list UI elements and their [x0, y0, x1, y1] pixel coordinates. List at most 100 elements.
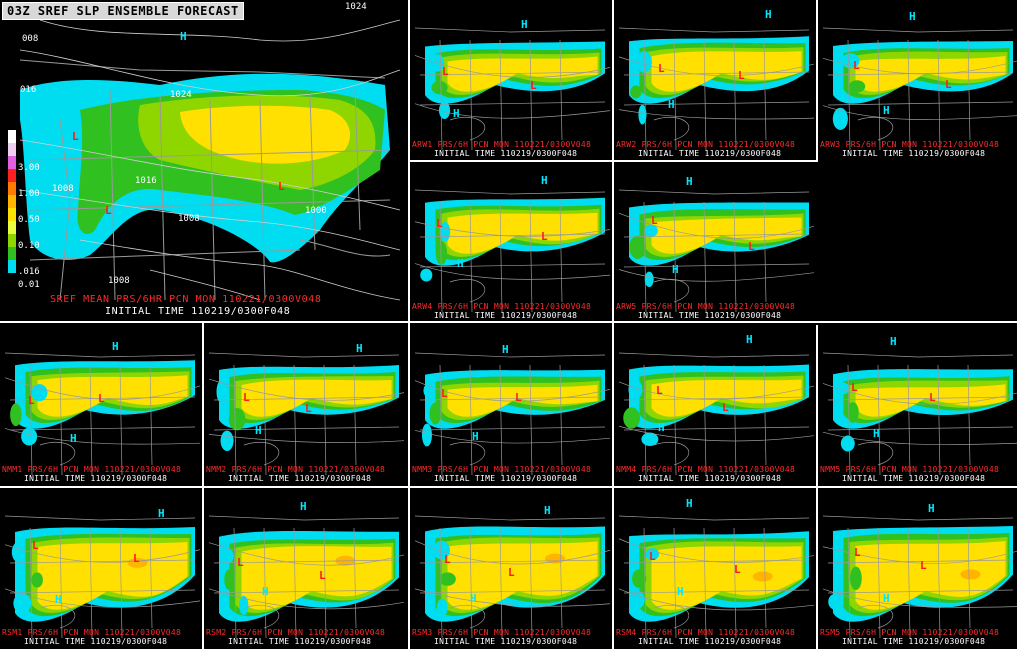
- panel-label-secondary: INITIAL TIME 110219/0300F048: [24, 474, 168, 483]
- low-pressure-marker: L: [319, 569, 326, 582]
- low-pressure-marker: L: [508, 566, 515, 579]
- map-lines: [414, 189, 611, 313]
- legend-swatch: [8, 208, 16, 221]
- legend-label: 0.01: [18, 280, 40, 290]
- precip-legend: 3.00 1.00 0.50 0.10 .016 0.01: [8, 130, 48, 295]
- panel-label-secondary: INITIAL TIME 110219/0300F048: [638, 474, 782, 483]
- high-pressure-marker: H: [677, 585, 684, 598]
- panel-label-primary: NMM3 PRS/6H PCN MON 110221/0300V048: [412, 465, 592, 474]
- member-panel-rsm1: H H L L RSM1 PRS/6H PCN MON 110221/0300V048 I…: [0, 488, 203, 648]
- precip-coastal: [224, 569, 234, 590]
- member-map: [822, 515, 1017, 639]
- high-pressure-marker: H: [541, 174, 548, 187]
- member-panel-nmm3: H H L L NMM3 PRS/6H PCN MON 110221/0300V048 I…: [410, 325, 613, 485]
- precip-coastal: [850, 566, 862, 591]
- map-lines: [414, 515, 611, 639]
- high-pressure-marker: H: [544, 504, 551, 517]
- map-lines: [4, 352, 201, 476]
- precip-orange: [752, 571, 773, 582]
- high-pressure-marker: H: [180, 30, 187, 43]
- member-map: [414, 27, 611, 151]
- high-pressure-marker: H: [672, 263, 679, 276]
- low-pressure-marker: L: [748, 240, 755, 253]
- member-map: [208, 515, 405, 639]
- panel-divider: [408, 0, 410, 649]
- map-lines: [618, 352, 815, 476]
- low-pressure-marker: L: [278, 180, 285, 193]
- map-lines: [414, 352, 611, 476]
- panel-label-secondary: INITIAL TIME 110219/0300F048: [842, 637, 986, 646]
- panel-label-secondary: INITIAL TIME 110219/0300F048: [228, 474, 372, 483]
- panel-divider: [612, 0, 614, 649]
- low-pressure-marker: L: [133, 552, 140, 565]
- panel-label-secondary: INITIAL TIME 110219/0300F048: [842, 149, 986, 158]
- precip-coastal: [431, 80, 448, 95]
- high-pressure-marker: H: [112, 340, 119, 353]
- precip-yellow: [37, 375, 188, 417]
- precip-yellow: [651, 51, 802, 92]
- member-map: [618, 27, 815, 151]
- low-pressure-marker: L: [851, 381, 858, 394]
- legend-label: 0.10: [18, 241, 40, 251]
- legend-swatch: [8, 234, 16, 247]
- panel-label-primary: NMM5 PRS/6H PCN MON 110221/0300V048: [820, 465, 1000, 474]
- panel-label-secondary: INITIAL TIME 110219/0300F048: [434, 149, 578, 158]
- precip-coastal: [435, 240, 448, 265]
- precip-coastal: [421, 423, 432, 447]
- low-pressure-marker: L: [32, 539, 39, 552]
- low-pressure-marker: L: [920, 559, 927, 572]
- high-pressure-marker: H: [457, 257, 464, 270]
- precip-yellow: [855, 541, 1006, 610]
- high-pressure-marker: H: [890, 335, 897, 348]
- high-pressure-marker: H: [746, 333, 753, 346]
- precip-coastal: [429, 402, 442, 425]
- panel-label-primary: RSM2 PRS/6H PCN MON 110221/0300V048: [206, 628, 386, 637]
- low-pressure-marker: L: [853, 59, 860, 72]
- legend-swatch: [8, 247, 16, 260]
- map-lines: [414, 27, 611, 151]
- high-pressure-marker: H: [470, 592, 477, 605]
- map-lines: [618, 515, 815, 639]
- panel-divider: [410, 160, 817, 162]
- precip-coastal: [644, 271, 654, 287]
- map-lines: [4, 515, 201, 639]
- high-pressure-marker: H: [453, 107, 460, 120]
- precip-coastal: [632, 591, 645, 609]
- low-pressure-marker: L: [722, 401, 729, 414]
- low-pressure-marker: L: [305, 402, 312, 415]
- high-pressure-marker: H: [883, 592, 890, 605]
- panel-label-primary: RSM1 PRS/6H PCN MON 110221/0300V048: [2, 628, 182, 637]
- member-map: [4, 515, 201, 639]
- high-pressure-marker: H: [158, 507, 165, 520]
- low-pressure-marker: L: [441, 387, 448, 400]
- member-panel-arw5: H H L L ARW5 PRS/6H PCN MON 110221/0300V048 I…: [614, 162, 817, 322]
- high-pressure-marker: H: [686, 175, 693, 188]
- legend-swatch: [8, 169, 16, 182]
- panel-label-primary: SREF MEAN PRS/6HR PCN MON 110221/0300V04…: [50, 294, 322, 305]
- panel-label-secondary: INITIAL TIME 110219/0300F048: [24, 637, 168, 646]
- high-pressure-marker: H: [502, 343, 509, 356]
- high-pressure-marker: H: [873, 427, 880, 440]
- high-pressure-marker: H: [668, 98, 675, 111]
- high-pressure-marker: H: [765, 8, 772, 21]
- precip-coastal: [10, 403, 22, 427]
- low-pressure-marker: L: [105, 204, 112, 217]
- low-pressure-marker: L: [658, 62, 665, 75]
- legend-swatch: [8, 221, 16, 234]
- panel-label-primary: ARW2 PRS/6H PCN MON 110221/0300V048: [616, 140, 796, 149]
- low-pressure-marker: L: [530, 79, 537, 92]
- member-panel-nmm1: H H L L NMM1 PRS/6H PCN MON 110221/0300V048 I…: [0, 325, 203, 485]
- high-pressure-marker: H: [356, 342, 363, 355]
- panel-label-secondary: INITIAL TIME 110219/0300F048: [434, 474, 578, 483]
- panel-label-primary: ARW4 PRS/6H PCN MON 110221/0300V048: [412, 302, 592, 311]
- isobar-label: 1024: [170, 90, 192, 100]
- low-pressure-marker: L: [243, 391, 250, 404]
- precip-coastal: [31, 384, 48, 402]
- map-lines: [618, 27, 815, 151]
- precip-coastal: [224, 549, 234, 563]
- precip-coastal: [21, 427, 38, 446]
- high-pressure-marker: H: [255, 424, 262, 437]
- low-pressure-marker: L: [945, 78, 952, 91]
- map-borders: [19, 59, 391, 301]
- member-panel-rsm3: H H L L RSM3 PRS/6H PCN MON 110221/0300V048 I…: [410, 488, 613, 648]
